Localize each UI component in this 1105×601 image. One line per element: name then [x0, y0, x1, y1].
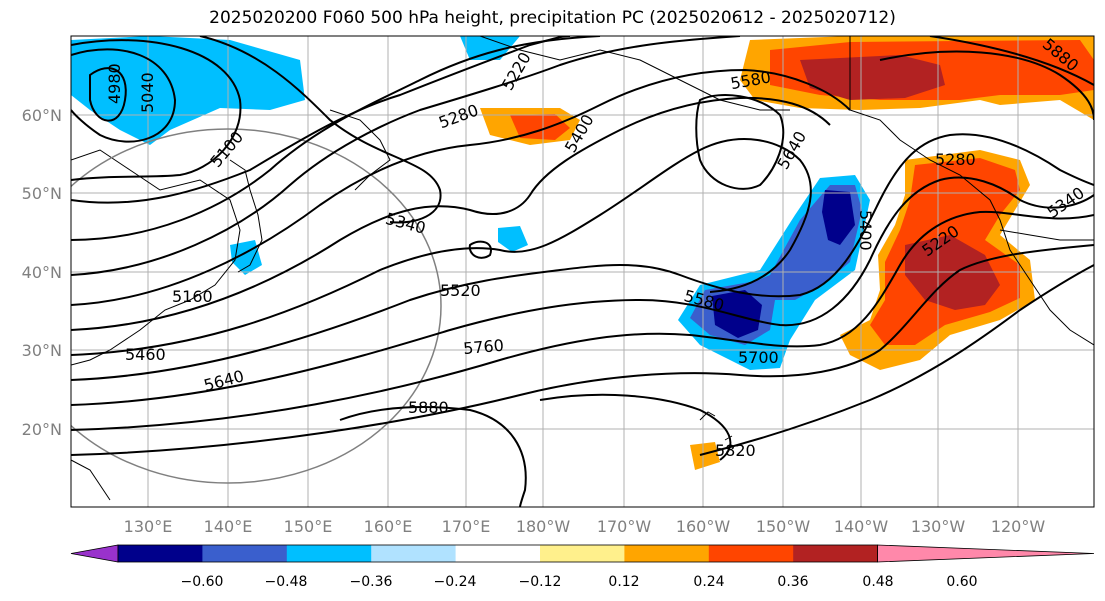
- lon-label: 120°W: [991, 517, 1046, 536]
- lon-label: 130°E: [124, 517, 173, 536]
- contour-label: 4980: [105, 63, 124, 104]
- colorbar: −0.60 −0.48 −0.36 −0.24 −0.12 0.12 0.24 …: [70, 544, 1095, 590]
- contour-label: 5760: [462, 336, 504, 358]
- colorbar-tick: −0.36: [350, 574, 393, 590]
- colorbar-swatch: [540, 545, 625, 562]
- colorbar-tick: 0.36: [777, 574, 808, 590]
- contour-label: 5400: [856, 210, 875, 251]
- colorbar-swatches: [70, 544, 1095, 563]
- colorbar-tick-labels: −0.60 −0.48 −0.36 −0.24 −0.12 0.12 0.24 …: [181, 574, 978, 590]
- lon-label: 180°W: [516, 517, 571, 536]
- lat-label: 60°N: [22, 106, 62, 125]
- lat-label: 40°N: [22, 263, 62, 282]
- lat-label: 30°N: [22, 341, 62, 360]
- contour-label: 5040: [138, 72, 157, 113]
- colorbar-swatch: [455, 545, 541, 562]
- colorbar-swatch: [793, 545, 879, 562]
- contour-label: 5880: [408, 398, 449, 417]
- colorbar-swatch: [202, 545, 288, 562]
- lat-label: 50°N: [22, 184, 62, 203]
- reference-circle: [71, 128, 442, 484]
- colorbar-tick: −0.60: [181, 574, 224, 590]
- colorbar-tick: 0.24: [693, 574, 724, 590]
- map-title: 2025020200 F060 500 hPa height, precipit…: [209, 8, 896, 28]
- lon-label: 140°W: [834, 517, 889, 536]
- contour-label: 5820: [715, 441, 756, 460]
- colorbar-tick: −0.12: [519, 574, 562, 590]
- colorbar-tick: −0.48: [265, 574, 308, 590]
- colorbar-extend-high: [877, 544, 1095, 563]
- colorbar-swatch: [371, 545, 457, 562]
- colorbar-extend-low: [70, 544, 119, 563]
- lon-label: 130°W: [911, 517, 966, 536]
- lon-label: 170°E: [442, 517, 491, 536]
- colorbar-frame: [117, 544, 878, 563]
- lon-label: 160°E: [364, 517, 413, 536]
- lon-label: 140°E: [204, 517, 253, 536]
- colorbar-tick: 0.48: [862, 574, 893, 590]
- colorbar-tick: 0.12: [608, 574, 639, 590]
- colorbar-swatch: [624, 545, 710, 562]
- contour-label: 5280: [935, 150, 976, 169]
- graticule: [71, 36, 1094, 507]
- colorbar-swatch: [286, 545, 372, 562]
- contour-label: 5460: [125, 345, 166, 364]
- contour-label: 5520: [440, 281, 481, 300]
- height-contours: [71, 36, 1094, 507]
- colorbar-tick: −0.24: [434, 574, 477, 590]
- lat-label: 20°N: [22, 420, 62, 439]
- colorbar-swatch: [708, 545, 794, 562]
- contour-label: 5160: [172, 287, 213, 306]
- colorbar-swatch: [118, 545, 203, 562]
- colorbar-tick: 0.60: [946, 574, 977, 590]
- lon-label: 170°W: [597, 517, 652, 536]
- lon-label: 150°W: [756, 517, 811, 536]
- latitude-labels: 60°N 50°N 40°N 30°N 20°N: [22, 106, 62, 439]
- longitude-labels: 130°E 140°E 150°E 160°E 170°E 180°W 170°…: [124, 517, 1046, 536]
- contour-label: 5700: [738, 348, 779, 367]
- map-frame: [70, 35, 1095, 508]
- lon-label: 160°W: [676, 517, 731, 536]
- lon-label: 150°E: [284, 517, 333, 536]
